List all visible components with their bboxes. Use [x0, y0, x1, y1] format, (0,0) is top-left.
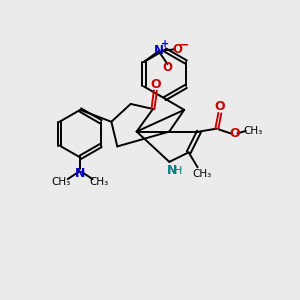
Text: N: N	[167, 164, 177, 177]
Text: −: −	[178, 38, 189, 51]
Text: CH₃: CH₃	[89, 177, 109, 187]
Text: N: N	[154, 44, 164, 57]
Text: H: H	[174, 167, 182, 176]
Text: +: +	[161, 39, 169, 49]
Text: O: O	[150, 77, 161, 91]
Text: CH₃: CH₃	[192, 169, 212, 179]
Text: O: O	[163, 61, 172, 74]
Text: O: O	[214, 100, 225, 113]
Text: O: O	[172, 43, 183, 56]
Text: CH₃: CH₃	[244, 126, 263, 136]
Text: O: O	[230, 128, 240, 140]
Text: CH₃: CH₃	[52, 177, 71, 187]
Text: N: N	[75, 167, 85, 180]
